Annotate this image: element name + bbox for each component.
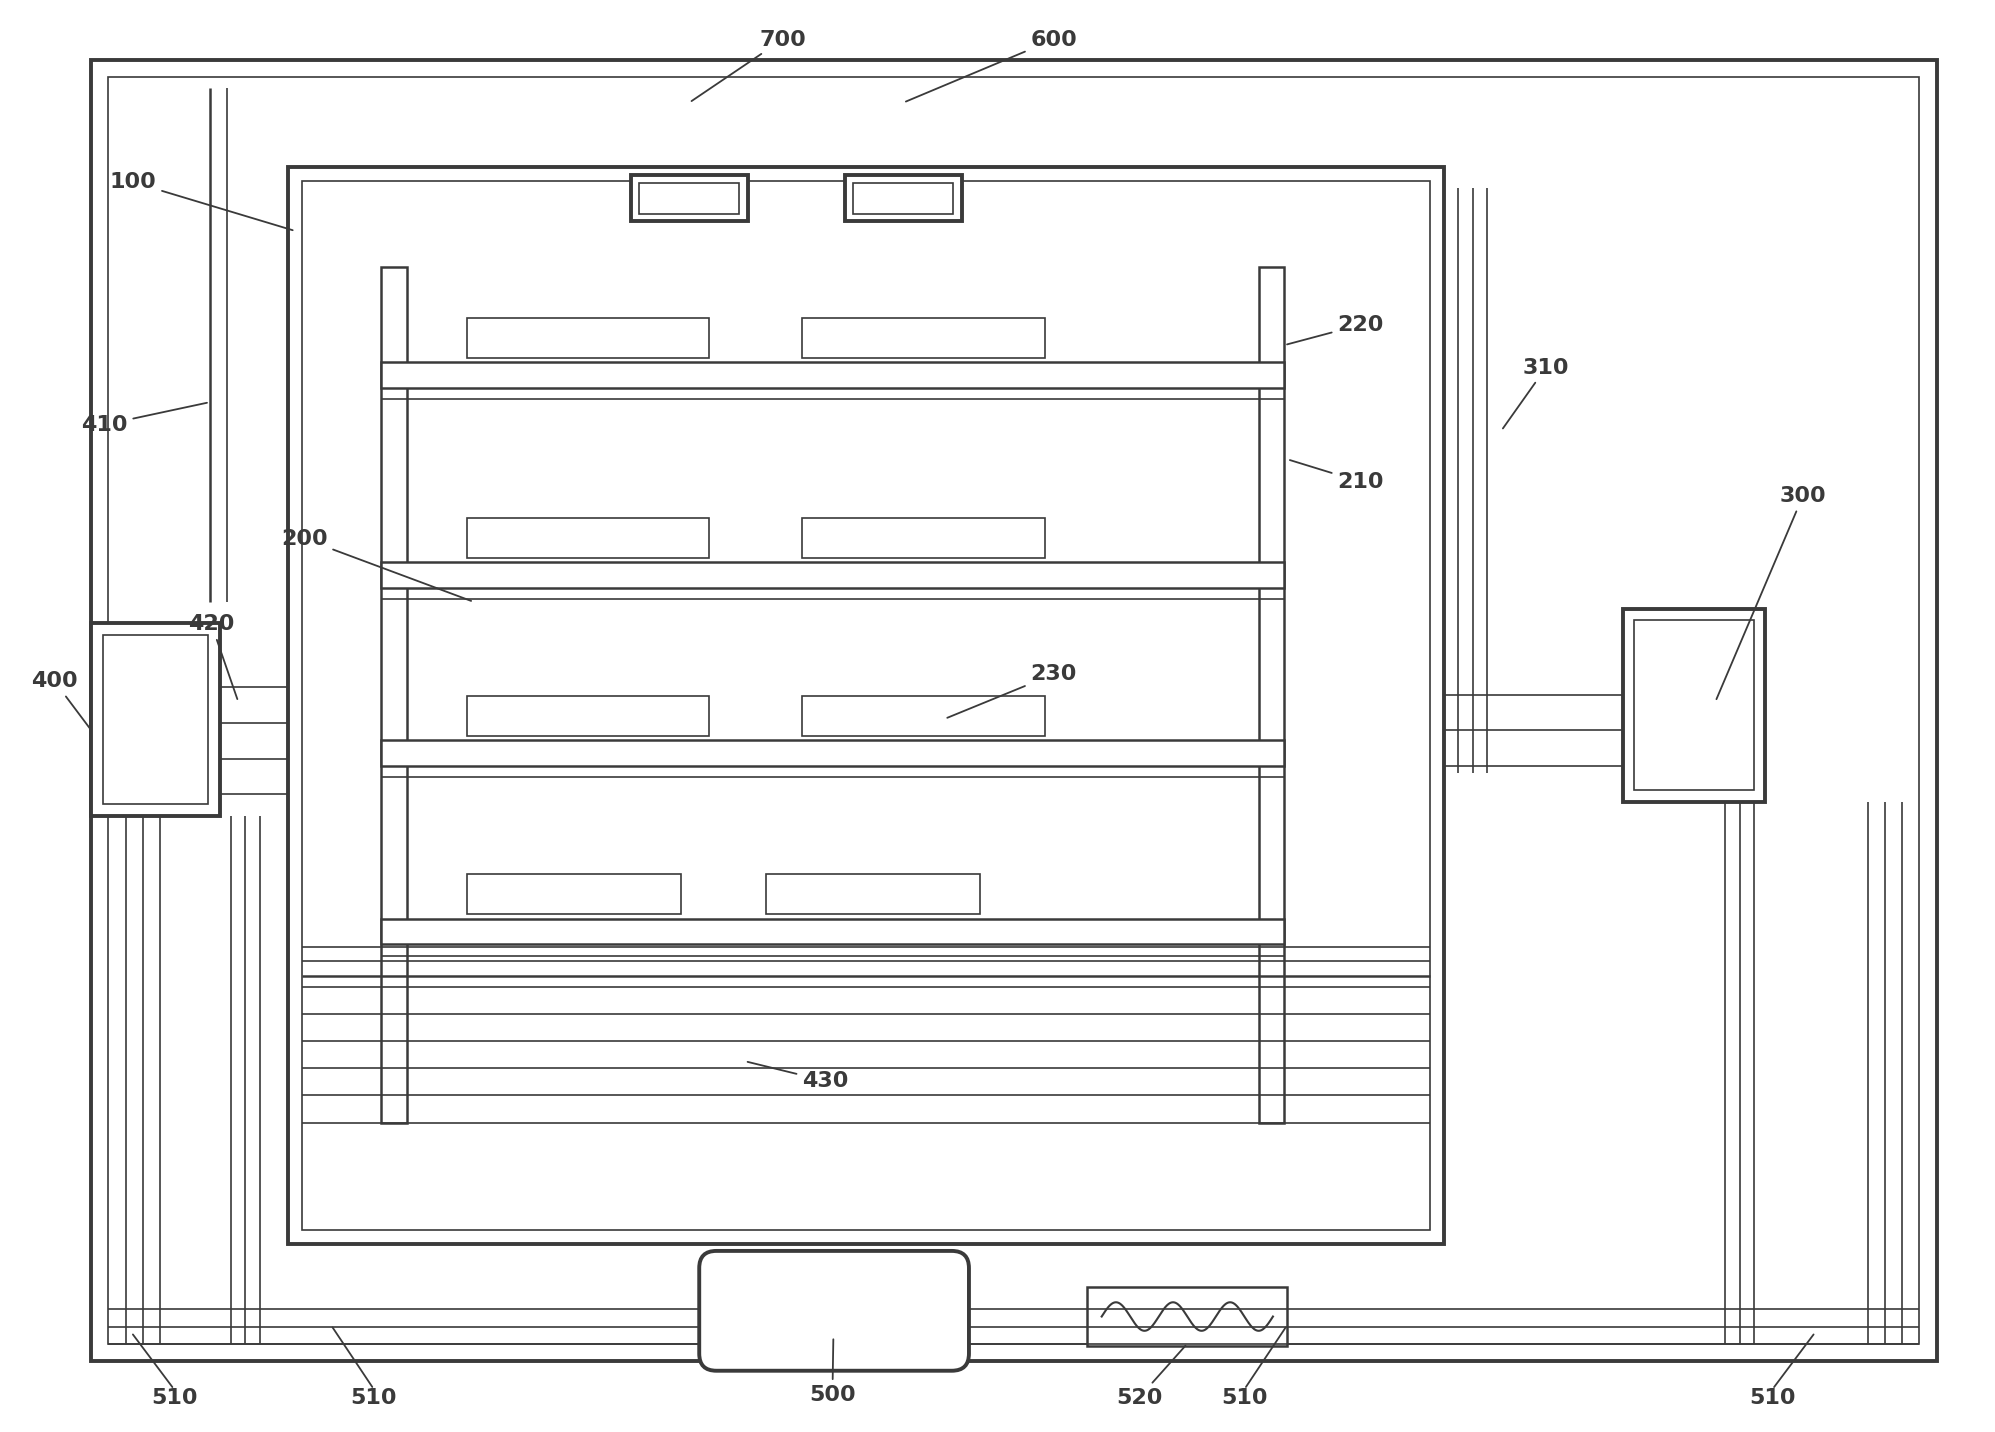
Bar [287, 166, 1444, 1244]
Bar [467, 318, 708, 358]
Bar [638, 182, 740, 213]
Text: 230: 230 [948, 664, 1077, 717]
Bar [802, 696, 1045, 736]
Bar [467, 518, 708, 557]
Bar [802, 518, 1045, 557]
Text: 600: 600 [906, 30, 1077, 102]
Text: 510: 510 [351, 1388, 397, 1408]
Text: 310: 310 [1502, 358, 1570, 428]
Text: 500: 500 [810, 1339, 856, 1405]
Text: 430: 430 [748, 1063, 848, 1091]
Bar [854, 182, 954, 213]
Bar [381, 740, 1285, 766]
Bar [1622, 609, 1766, 802]
Bar [303, 180, 1430, 1230]
Text: 210: 210 [1291, 460, 1385, 491]
Text: 200: 200 [281, 528, 471, 601]
Text: 220: 220 [1287, 315, 1385, 345]
Bar [1634, 620, 1754, 790]
Bar [381, 362, 1285, 388]
Bar [802, 318, 1045, 358]
Bar [381, 561, 1285, 587]
Text: 510: 510 [152, 1388, 198, 1408]
Bar [108, 77, 1919, 1343]
Bar [630, 175, 748, 221]
Text: 700: 700 [692, 30, 806, 102]
Bar [1087, 1286, 1287, 1346]
Bar [1259, 266, 1285, 1123]
Text: 300: 300 [1716, 485, 1825, 699]
Text: 510: 510 [1750, 1388, 1796, 1408]
Bar [381, 918, 1285, 944]
Text: 400: 400 [32, 672, 90, 727]
Bar [92, 623, 219, 816]
Text: 420: 420 [188, 614, 237, 699]
Text: 410: 410 [82, 402, 207, 435]
Bar [102, 634, 207, 805]
FancyBboxPatch shape [698, 1252, 970, 1370]
Bar [467, 875, 680, 914]
Text: 510: 510 [1221, 1388, 1267, 1408]
Text: 520: 520 [1115, 1346, 1185, 1408]
Bar [766, 875, 980, 914]
Bar [467, 696, 708, 736]
Bar [381, 266, 407, 1123]
Bar [844, 175, 962, 221]
Text: 100: 100 [110, 172, 293, 231]
